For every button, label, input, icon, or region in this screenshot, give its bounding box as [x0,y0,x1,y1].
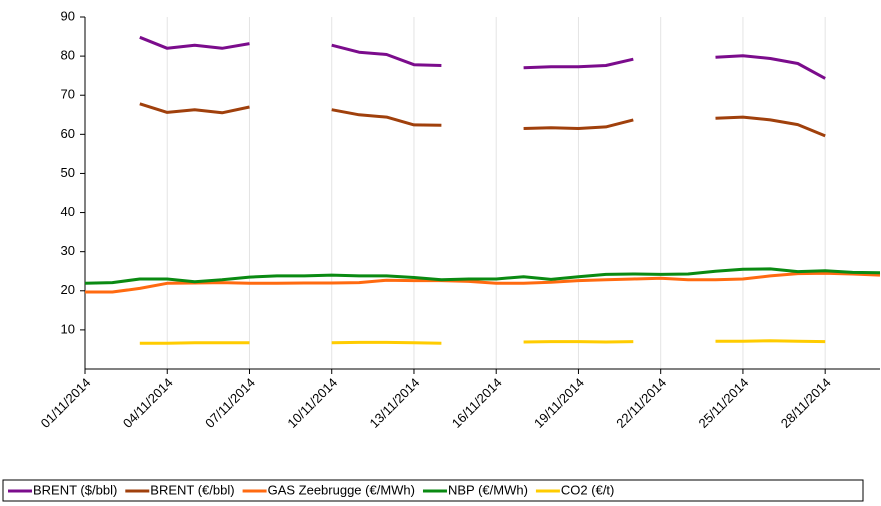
y-tick-label: 70 [61,87,75,102]
series-line [139,102,826,138]
series-line [85,271,881,294]
x-tick-label: 04/11/2014 [120,375,176,431]
x-tick-label: 10/11/2014 [284,375,340,431]
x-tick-label: 13/11/2014 [367,375,423,431]
legend-label: BRENT (€/bbl) [150,482,234,497]
series-line [84,267,881,285]
legend-label: CO2 (€/t) [561,482,614,497]
y-tick-label: 80 [61,48,75,63]
series-line [139,339,826,345]
x-tick-label: 28/11/2014 [778,375,834,431]
y-tick-label: 90 [61,8,75,23]
x-tick-label: 22/11/2014 [613,375,669,431]
y-tick-label: 40 [61,204,75,219]
y-tick-label: 10 [61,321,75,336]
y-tick-label: 50 [61,165,75,180]
x-tick-label: 01/11/2014 [38,375,94,431]
x-tick-label: 16/11/2014 [449,375,505,431]
legend-label: BRENT ($/bbl) [33,482,117,497]
y-tick-label: 60 [61,126,75,141]
legend-label: GAS Zeebrugge (€/MWh) [268,482,415,497]
legend-label: NBP (€/MWh) [448,482,528,497]
x-tick-label: 25/11/2014 [696,375,752,431]
x-tick-label: 07/11/2014 [202,375,258,431]
y-tick-label: 30 [61,243,75,258]
x-tick-label: 19/11/2014 [531,375,587,431]
y-tick-label: 20 [61,282,75,297]
series-line [139,35,826,80]
